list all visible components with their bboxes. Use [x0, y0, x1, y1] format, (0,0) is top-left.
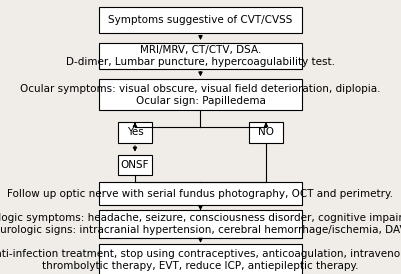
FancyBboxPatch shape [118, 122, 152, 143]
FancyBboxPatch shape [99, 43, 302, 69]
FancyBboxPatch shape [99, 182, 302, 205]
FancyBboxPatch shape [118, 155, 152, 175]
FancyBboxPatch shape [249, 122, 283, 143]
Text: Yes: Yes [127, 127, 143, 138]
FancyBboxPatch shape [99, 244, 302, 274]
Text: Neurologic symptoms: headache, seizure, consciousness disorder, cognitive impair: Neurologic symptoms: headache, seizure, … [0, 213, 401, 235]
Text: Anti-infection treatment, stop using contraceptives, anticoagulation, intravenou: Anti-infection treatment, stop using con… [0, 249, 401, 271]
FancyBboxPatch shape [99, 7, 302, 33]
Text: MRI/MRV, CT/CTV, DSA.
D-dimer, Lumbar puncture, hypercoagulability test.: MRI/MRV, CT/CTV, DSA. D-dimer, Lumbar pu… [66, 45, 335, 67]
Text: ONSF: ONSF [121, 160, 149, 170]
FancyBboxPatch shape [99, 210, 302, 238]
FancyBboxPatch shape [99, 79, 302, 110]
Text: Follow up optic nerve with serial fundus photography, OCT and perimetry.: Follow up optic nerve with serial fundus… [8, 189, 393, 198]
Text: Symptoms suggestive of CVT/CVSS: Symptoms suggestive of CVT/CVSS [108, 15, 293, 25]
Text: NO: NO [258, 127, 274, 138]
Text: Ocular symptoms: visual obscure, visual field deterioration, diplopia.
Ocular si: Ocular symptoms: visual obscure, visual … [20, 84, 381, 106]
